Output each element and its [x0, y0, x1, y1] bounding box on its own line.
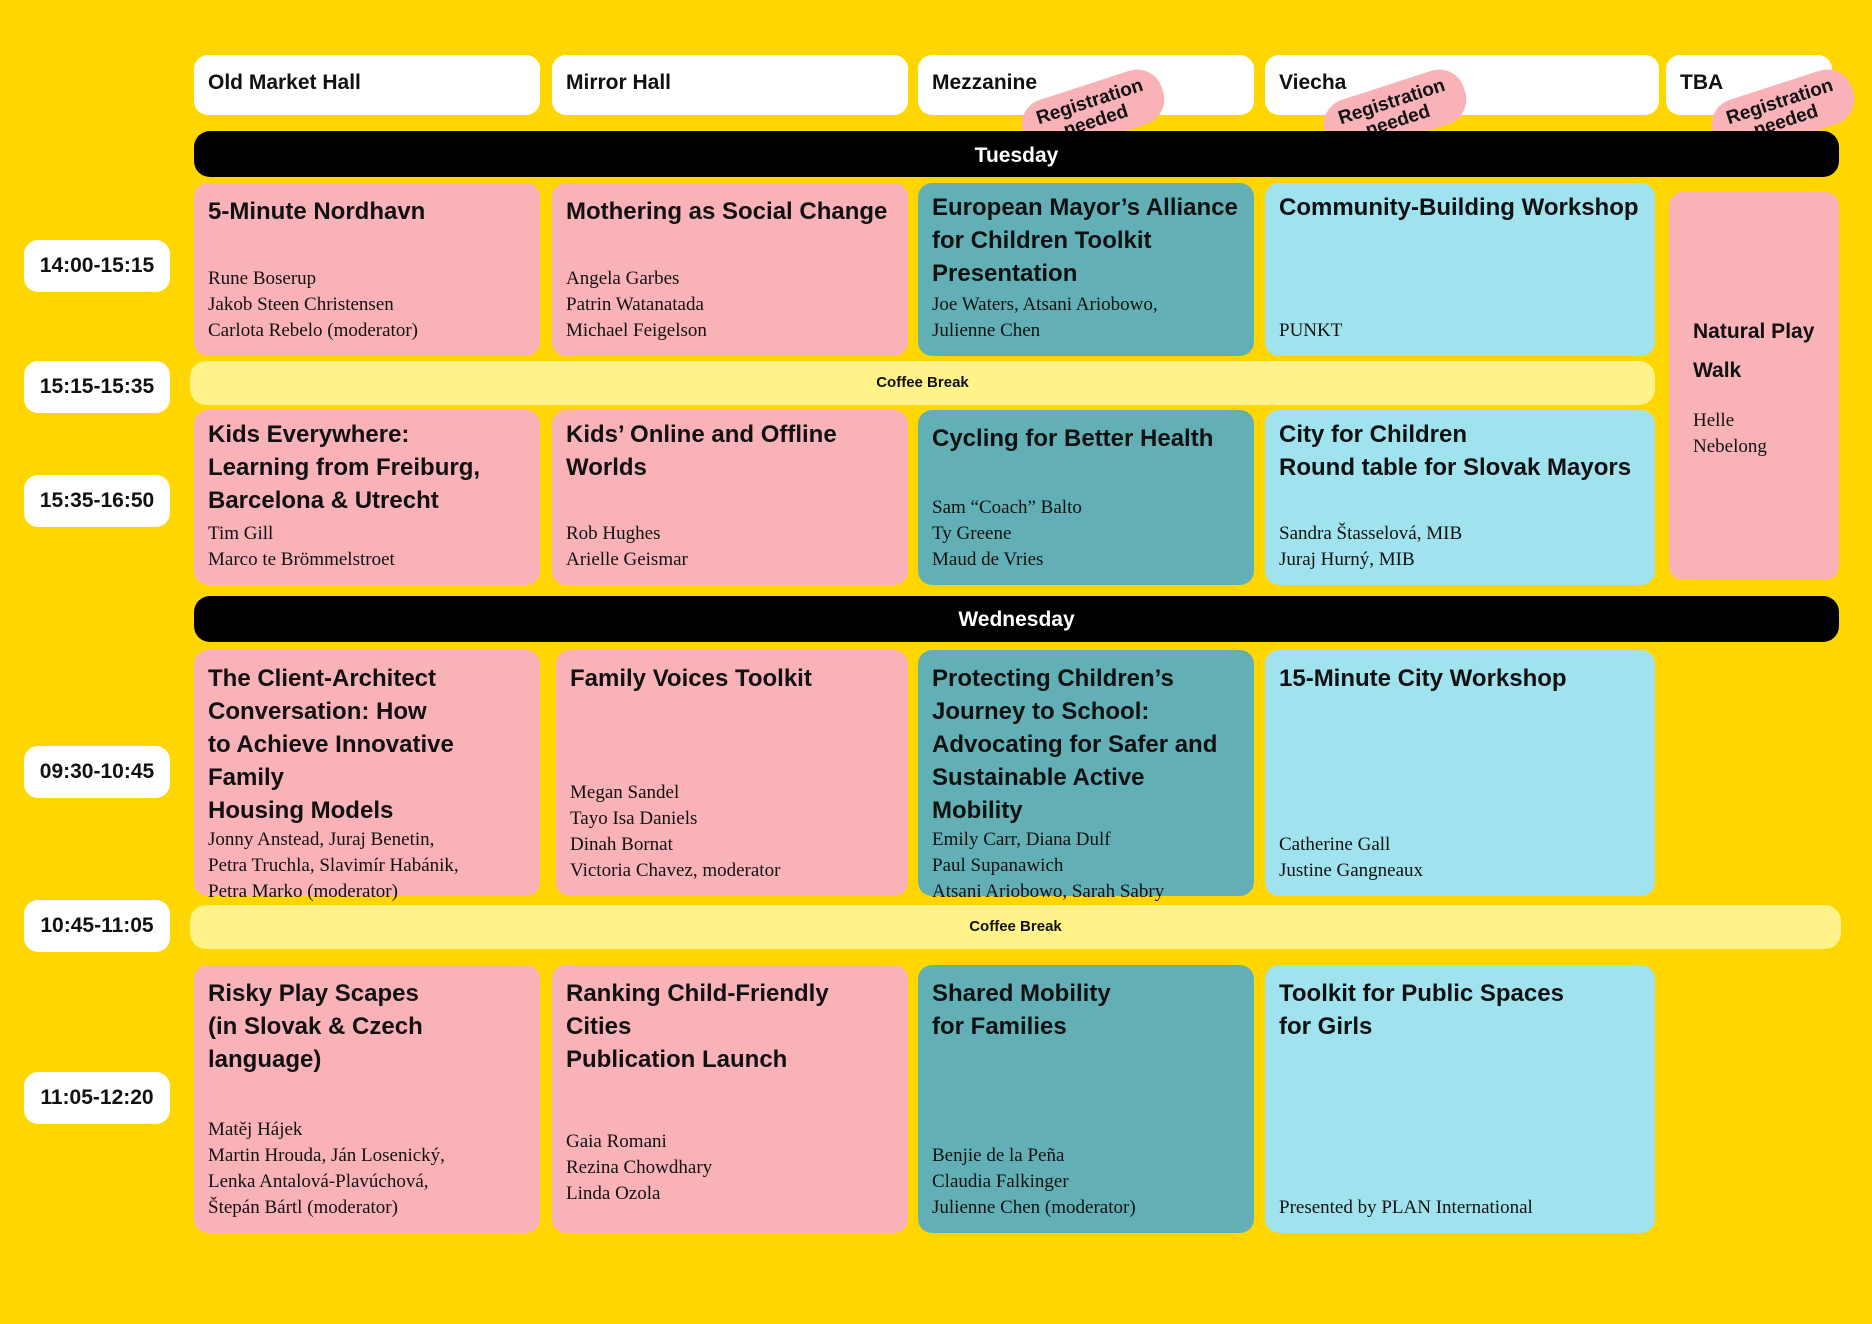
session-speakers: Jonny Anstead, Juraj Benetin, Petra Truc… — [208, 829, 459, 902]
session-title: The Client-Architect Conversation: How t… — [208, 665, 454, 824]
session-title: Kids Everywhere: Learning from Freiburg,… — [208, 421, 481, 514]
session-title: 15-Minute City Workshop — [1279, 665, 1567, 692]
session-card[interactable]: Cycling for Better Health Sam “Coach” Ba… — [918, 410, 1254, 585]
time-slot: 11:05-12:20 — [24, 1072, 170, 1124]
session-title: Cycling for Better Health — [932, 425, 1214, 452]
session-card[interactable]: Ranking Child-Friendly Cities Publicatio… — [552, 965, 908, 1233]
session-title: Mothering as Social Change — [566, 198, 888, 225]
venue-label: TBA — [1680, 71, 1724, 94]
venue-old-market-hall: Old Market Hall — [194, 55, 540, 115]
session-title: 5-Minute Nordhavn — [208, 198, 426, 225]
session-speakers: Rob Hughes Arielle Geismar — [566, 523, 688, 570]
session-speakers: PUNKT — [1279, 320, 1343, 341]
session-title: City for Children Round table for Slovak… — [1279, 421, 1632, 481]
session-speakers: Helle Nebelong — [1693, 410, 1767, 457]
session-card[interactable]: Community-Building Workshop PUNKT — [1265, 183, 1655, 356]
session-speakers: Sam “Coach” Balto Ty Greene Maud de Vrie… — [932, 497, 1082, 570]
session-speakers: Matěj Hájek Martin Hrouda, Ján Losenický… — [208, 1119, 445, 1218]
session-speakers: Megan Sandel Tayo Isa Daniels Dinah Born… — [570, 782, 781, 881]
time-slot: 15:15-15:35 — [24, 361, 170, 413]
session-speakers: Sandra Štasselová, MIB Juraj Hurný, MIB — [1279, 523, 1463, 570]
time-slot: 09:30-10:45 — [24, 746, 170, 798]
session-card[interactable]: 5-Minute Nordhavn Rune Boserup Jakob Ste… — [194, 183, 540, 356]
venue-label: Mirror Hall — [566, 71, 672, 94]
session-title: European Mayor’s Alliance for Children T… — [932, 194, 1238, 287]
session-title: Ranking Child-Friendly Cities Publicatio… — [566, 980, 829, 1073]
session-speakers: Joe Waters, Atsani Ariobowo, Julienne Ch… — [932, 294, 1158, 341]
session-card[interactable]: Kids Everywhere: Learning from Freiburg,… — [194, 410, 540, 585]
session-speakers: Benjie de la Peña Claudia Falkinger Juli… — [932, 1145, 1136, 1218]
session-card[interactable]: City for Children Round table for Slovak… — [1265, 410, 1655, 585]
venue-label: Viecha — [1279, 71, 1347, 94]
day-header-tuesday: Tuesday — [194, 131, 1839, 177]
day-header-wednesday: Wednesday — [194, 596, 1839, 642]
session-card[interactable]: Natural Play Walk Helle Nebelong — [1669, 192, 1839, 580]
session-title: Toolkit for Public Spaces for Girls — [1279, 980, 1564, 1040]
session-card[interactable]: The Client-Architect Conversation: How t… — [194, 650, 540, 902]
time-slot: 14:00-15:15 — [24, 240, 170, 292]
coffee-break: Coffee Break — [190, 361, 1655, 405]
session-card[interactable]: European Mayor’s Alliance for Children T… — [918, 183, 1254, 356]
session-card[interactable]: Toolkit for Public Spaces for Girls Pres… — [1265, 965, 1655, 1233]
session-title: Kids’ Online and Offline Worlds — [566, 421, 837, 481]
session-title: Natural Play Walk — [1693, 320, 1815, 382]
session-card[interactable]: Kids’ Online and Offline Worlds Rob Hugh… — [552, 410, 908, 585]
session-speakers: Gaia Romani Rezina Chowdhary Linda Ozola — [566, 1131, 713, 1204]
session-speakers: Angela Garbes Patrin Watanatada Michael … — [566, 268, 707, 341]
time-slot: 15:35-16:50 — [24, 475, 170, 527]
coffee-break: Coffee Break — [190, 905, 1841, 949]
session-card[interactable]: Risky Play Scapes (in Slovak & Czech lan… — [194, 965, 540, 1233]
session-speakers: Catherine Gall Justine Gangneaux — [1279, 834, 1424, 881]
session-title: Protecting Children’s Journey to School:… — [932, 665, 1218, 824]
session-speakers: Presented by PLAN International — [1279, 1197, 1533, 1218]
session-speakers: Emily Carr, Diana Dulf Paul Supanawich A… — [932, 829, 1165, 902]
session-title: Risky Play Scapes (in Slovak & Czech lan… — [208, 980, 423, 1073]
session-title: Shared Mobility for Families — [932, 980, 1111, 1040]
session-card[interactable]: Mothering as Social Change Angela Garbes… — [552, 183, 908, 356]
session-title: Family Voices Toolkit — [570, 665, 812, 692]
time-slot: 10:45-11:05 — [24, 900, 170, 952]
session-card[interactable]: Protecting Children’s Journey to School:… — [918, 650, 1254, 902]
session-speakers: Tim Gill Marco te Brömmelstroet — [208, 523, 395, 570]
venue-mirror-hall: Mirror Hall — [552, 55, 908, 115]
venue-label: Mezzanine — [932, 71, 1038, 94]
session-title: Community-Building Workshop — [1279, 194, 1639, 221]
venue-label: Old Market Hall — [208, 71, 361, 94]
session-card[interactable]: 15-Minute City Workshop Catherine Gall J… — [1265, 650, 1655, 896]
session-card[interactable]: Family Voices Toolkit Megan Sandel Tayo … — [556, 650, 908, 896]
session-card[interactable]: Shared Mobility for Families Benjie de l… — [918, 965, 1254, 1233]
session-speakers: Rune Boserup Jakob Steen Christensen Car… — [208, 268, 418, 341]
